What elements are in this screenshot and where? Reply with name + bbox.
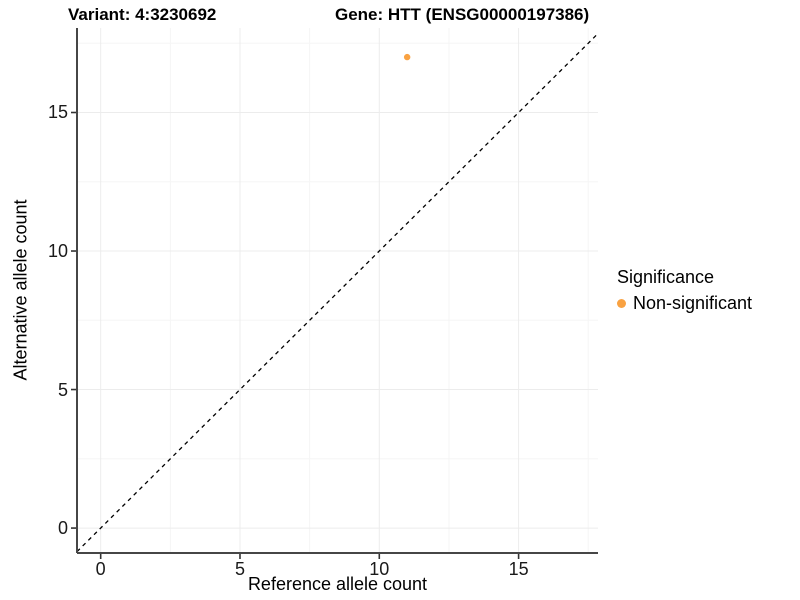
variant-title: Variant: 4:3230692 bbox=[68, 5, 217, 24]
x-tick-label: 5 bbox=[234, 559, 245, 579]
scatter-plot-svg bbox=[71, 28, 599, 559]
legend-key-dot-icon bbox=[617, 299, 626, 308]
y-tick-label: 5 bbox=[57, 379, 68, 400]
y-tick-label: 10 bbox=[47, 241, 68, 262]
legend-items: Non-significant bbox=[617, 293, 752, 314]
legend-item: Non-significant bbox=[617, 293, 752, 314]
y-axis-title: Alternative allele count bbox=[10, 199, 31, 381]
plot-panel bbox=[71, 28, 599, 559]
data-point bbox=[403, 53, 411, 61]
legend-item-label: Non-significant bbox=[633, 293, 753, 313]
x-tick-label: 0 bbox=[95, 559, 106, 579]
y-tick-label: 15 bbox=[47, 102, 68, 123]
identity-reference-line bbox=[76, 33, 599, 553]
legend: Significance Non-significant bbox=[617, 267, 752, 314]
x-tick-label: 15 bbox=[508, 559, 529, 579]
y-tick-label: 0 bbox=[57, 518, 68, 539]
legend-title: Significance bbox=[617, 267, 715, 287]
x-axis-title: Reference allele count bbox=[247, 574, 428, 594]
gene-title: Gene: HTT (ENSG00000197386) bbox=[335, 5, 590, 24]
x-tick-label: 10 bbox=[369, 559, 390, 579]
